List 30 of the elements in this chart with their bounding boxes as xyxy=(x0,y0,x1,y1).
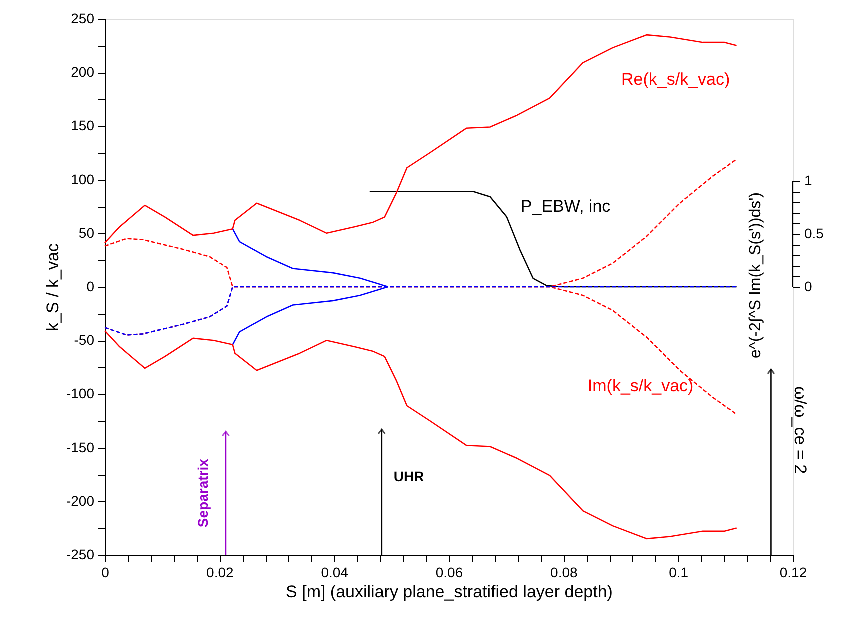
y-tick-label: 200 xyxy=(71,64,95,80)
y-tick-label: -150 xyxy=(66,439,95,456)
x-tick-label: 0.08 xyxy=(550,564,578,580)
y-tick-label: 150 xyxy=(71,118,95,134)
y-tick-label: -100 xyxy=(66,386,95,402)
text: ω/ω_ce = 2 xyxy=(791,386,810,474)
y-tick-label: 50 xyxy=(78,224,95,241)
x-tick-label: 0.12 xyxy=(780,564,808,580)
x-tick-label: 0.1 xyxy=(669,564,689,580)
y-tick-label: -250 xyxy=(66,546,95,562)
y2-axis-title: e^(-2∫^S Im(k_S(s'))ds') xyxy=(748,192,764,358)
x-tick-label: 0.04 xyxy=(321,564,349,580)
y-tick-label: 250 xyxy=(71,10,95,26)
series-label: UHR xyxy=(394,468,424,484)
y-tick-label: 0 xyxy=(86,278,95,294)
x-axis-title: S [m] (auxiliary plane_stratified layer depth) xyxy=(286,582,613,602)
y-axis-title: k_S / k_vac xyxy=(43,243,62,332)
y-tick-label: -50 xyxy=(74,332,95,348)
y2-tick-label: 0 xyxy=(804,278,812,294)
y-tick-label: 100 xyxy=(71,171,95,188)
x-tick-label: 0 xyxy=(102,564,110,580)
series-label: P_EBW, inc xyxy=(520,197,612,216)
x-tick-label: 0.02 xyxy=(206,564,234,580)
x-tick-label: 0.06 xyxy=(436,564,464,580)
y-tick-label: -200 xyxy=(66,492,95,509)
y2-tick-label: 0.5 xyxy=(804,226,824,242)
series-label: Im(k_s/k_vac) xyxy=(588,376,694,396)
y2-tick-label: 1 xyxy=(804,172,812,189)
series-label: Re(k_s/k_vac) xyxy=(621,70,730,89)
text: Separatrix xyxy=(194,458,211,528)
